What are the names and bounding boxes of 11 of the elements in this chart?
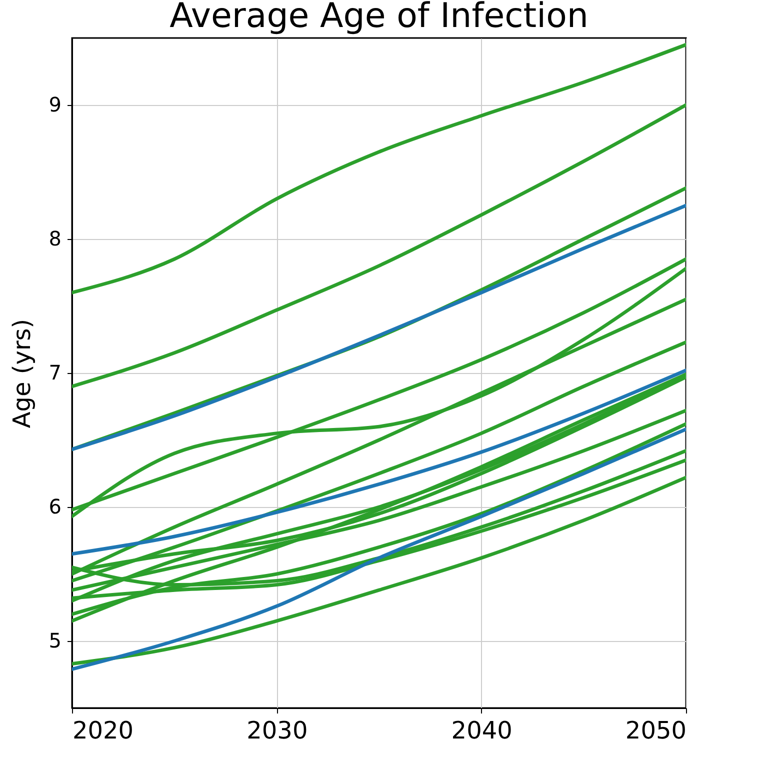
y-axis-title: Age (yrs) bbox=[8, 318, 36, 428]
y-tick-label: 9 bbox=[48, 92, 62, 116]
x-tick-label: 2050 bbox=[625, 716, 686, 744]
y-tick-label: 6 bbox=[48, 494, 62, 518]
y-tick-label: 7 bbox=[48, 360, 62, 384]
y-tick-label: 5 bbox=[48, 628, 62, 652]
x-tick-label: 2040 bbox=[451, 716, 512, 744]
x-tick-label: 2030 bbox=[246, 716, 308, 744]
chart-title: Average Age of Infection bbox=[170, 0, 588, 36]
x-tick-label: 2020 bbox=[72, 716, 134, 744]
y-tick-label: 8 bbox=[48, 226, 62, 250]
